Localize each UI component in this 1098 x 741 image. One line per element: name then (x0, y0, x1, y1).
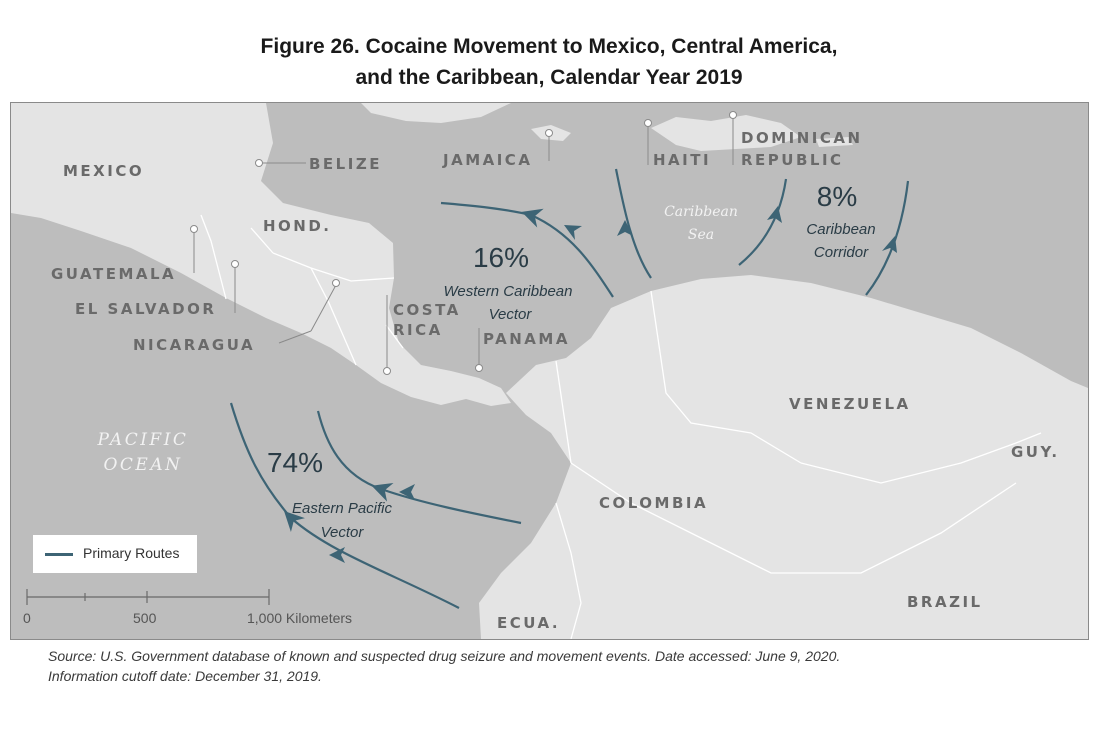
label-guatemala: GUATEMALA (51, 265, 176, 283)
land-south-america (479, 275, 1088, 639)
label-panama: PANAMA (483, 330, 570, 348)
label-costa-rica-2: RICA (393, 321, 443, 339)
label-dominican-2: REPUBLIC (741, 151, 844, 169)
route-caribbean-1 (614, 168, 652, 279)
land-puerto-rico (816, 137, 853, 147)
label-brazil: BRAZIL (907, 593, 983, 611)
arrowhead-caribbean-1 (617, 220, 633, 236)
caribbean-percent: 8% (817, 181, 857, 212)
land-mexico-central-america (11, 103, 511, 406)
legend-route-swatch (45, 553, 73, 556)
caribbean-label-2: Corridor (814, 244, 869, 261)
legend: Primary Routes (33, 535, 197, 573)
scale-label-500: 500 (133, 610, 157, 626)
land-hispaniola (651, 115, 801, 151)
source-line-1: Source: U.S. Government database of know… (48, 648, 841, 664)
land-cuba (361, 103, 511, 123)
arrowhead-caribbean-2 (767, 206, 782, 223)
western-label-1: Western Caribbean (444, 283, 573, 300)
source-note: Source: U.S. Government database of know… (48, 646, 1078, 686)
label-ecuador: ECUA. (497, 614, 560, 632)
label-haiti: HAITI (653, 151, 711, 169)
route-eastern-pacific-outer (229, 402, 460, 609)
figure-title-line-2: and the Caribbean, Calendar Year 2019 (355, 66, 743, 89)
border-lines (200, 214, 1042, 639)
arrowhead-caribbean-3 (882, 236, 897, 253)
route-eastern-pacific-inner (316, 410, 522, 525)
route-caribbean-3 (865, 180, 910, 296)
label-pacific-1: PACIFIC (97, 430, 189, 450)
leader-points (190, 111, 737, 375)
label-guyana: GUY. (1011, 443, 1060, 461)
label-colombia: COLOMBIA (599, 494, 708, 512)
western-label-2: Vector (489, 306, 533, 323)
label-honduras: HOND. (263, 217, 332, 235)
eastern-label-2: Vector (321, 524, 365, 541)
leader-lines (193, 117, 734, 369)
label-caribbean-sea-1: Caribbean (664, 204, 738, 220)
route-lines (229, 168, 910, 609)
western-percent: 16% (473, 242, 529, 273)
label-caribbean-sea-2: Sea (688, 227, 714, 243)
route-western-caribbean (440, 201, 614, 298)
source-line-2: Information cutoff date: December 31, 20… (48, 668, 322, 684)
label-pacific-2: OCEAN (103, 455, 182, 475)
eastern-label-1: Eastern Pacific (292, 500, 393, 517)
label-mexico: MEXICO (63, 162, 144, 180)
map-panel: MEXICO BELIZE GUATEMALA EL SALVADOR HOND… (10, 102, 1089, 640)
label-nicaragua: NICARAGUA (133, 336, 255, 354)
route-arrowheads (329, 206, 897, 563)
label-dominican-1: DOMINICAN (741, 129, 863, 147)
label-venezuela: VENEZUELA (789, 395, 911, 413)
label-el-salvador: EL SALVADOR (75, 300, 216, 318)
eastern-percent: 74% (267, 447, 323, 478)
map-canvas: MEXICO BELIZE GUATEMALA EL SALVADOR HOND… (11, 103, 1088, 639)
arrowhead-eastern-outer (329, 547, 345, 563)
arrowhead-eastern-inner (399, 484, 415, 500)
scale-bar (26, 589, 270, 605)
scale-label-0: 0 (23, 610, 31, 626)
label-belize: BELIZE (309, 155, 382, 173)
scale-label-1000: 1,000 Kilometers (247, 610, 352, 626)
label-jamaica: JAMAICA (442, 151, 532, 169)
label-costa-rica-1: COSTA (393, 301, 461, 319)
legend-label: Primary Routes (83, 545, 180, 561)
figure-title-line-1: Figure 26. Cocaine Movement to Mexico, C… (260, 35, 838, 58)
route-caribbean-2 (738, 178, 788, 266)
caribbean-label-1: Caribbean (806, 221, 875, 238)
arrowhead-western (564, 225, 582, 240)
